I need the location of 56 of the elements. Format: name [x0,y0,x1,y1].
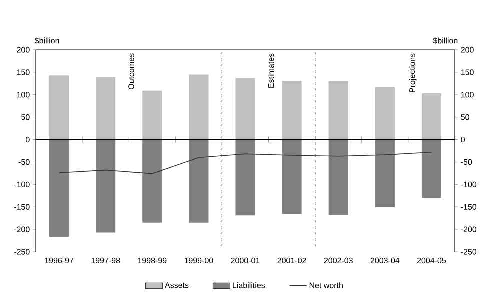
bar [375,87,395,140]
bar [328,140,348,216]
y2-axis-title: $billion [433,38,458,44]
bar [422,94,442,140]
x-tick-label: 1999-00 [184,258,214,264]
bar [328,80,348,140]
y-tick-label: 50 [22,114,30,120]
y2-tick-label: 100 [461,92,474,98]
bar [422,140,442,198]
y2-tick-label: -200 [461,226,477,232]
annotation: Projections [409,54,417,92]
legend-label: Liabilities [233,282,266,288]
x-tick-label: 2002-03 [324,258,353,264]
bar [50,76,70,140]
y-tick-label: -50 [18,159,30,166]
x-tick-label: 2004-05 [417,258,446,264]
y-tick-label: 0 [26,136,30,143]
x-tick-label: 1996-97 [45,258,74,264]
bar [189,140,209,223]
y2-tick-label: 0 [461,136,466,143]
x-tick-label: 1998-99 [138,258,167,264]
bar [96,140,116,233]
bar [375,140,395,208]
y-tick-label: 150 [17,70,30,76]
x-tick-label: 2001-02 [278,258,306,264]
bar [236,140,256,216]
bar [189,74,209,140]
bar [142,140,162,223]
annotation: Outcomes [128,54,134,90]
y2-tick-label: -100 [461,182,477,188]
line-series [58,152,432,174]
legend-label: Assets [165,282,189,288]
bar [50,140,70,238]
y-tick-label: 200 [17,47,30,53]
bar [96,77,116,140]
y-tick-label: -150 [14,204,30,210]
bar [236,78,256,140]
annotation: Estimates [268,54,274,88]
bar [142,90,162,140]
y2-tick-label: -150 [461,204,477,210]
y2-tick-label: 200 [461,47,474,53]
y-tick-label: 100 [17,92,30,98]
y-axis-title: $billion [34,38,60,44]
y2-tick-label: -250 [461,249,477,255]
x-tick-label: 2000-01 [231,258,260,264]
y-tick-label: -100 [14,182,30,188]
x-tick-label: 2003-04 [370,258,400,264]
y2-tick-label: 50 [461,114,470,120]
bar [282,80,302,140]
legend-label: Net worth [310,282,343,288]
y2-tick-label: -50 [461,159,472,166]
y2-tick-label: 150 [461,70,474,76]
x-tick-label: 1997-98 [92,258,120,264]
bar [282,140,302,214]
y-tick-label: -200 [14,226,30,232]
y-tick-label: -250 [14,249,30,255]
